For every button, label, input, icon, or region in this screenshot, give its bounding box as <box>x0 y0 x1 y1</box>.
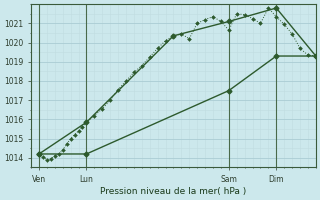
X-axis label: Pression niveau de la mer( hPa ): Pression niveau de la mer( hPa ) <box>100 187 247 196</box>
